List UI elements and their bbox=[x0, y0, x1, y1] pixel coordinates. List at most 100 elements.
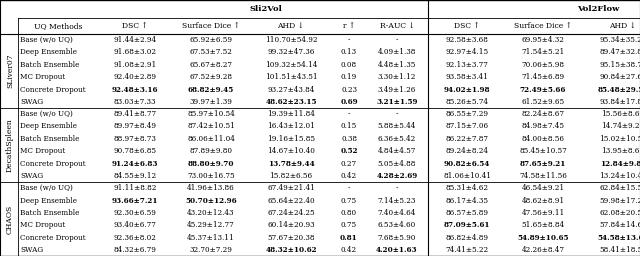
Text: 5.88±5.44: 5.88±5.44 bbox=[378, 123, 416, 131]
Text: 93.27±43.84: 93.27±43.84 bbox=[268, 86, 315, 93]
Text: 92.40±2.89: 92.40±2.89 bbox=[113, 73, 157, 81]
Text: r ↑: r ↑ bbox=[343, 22, 355, 30]
Text: Batch Ensemble: Batch Ensemble bbox=[20, 135, 79, 143]
Text: 4.48±1.35: 4.48±1.35 bbox=[378, 61, 416, 69]
Text: 14.74±9.25: 14.74±9.25 bbox=[602, 123, 640, 131]
Text: 39.97±1.39: 39.97±1.39 bbox=[189, 98, 232, 106]
Text: SWAG: SWAG bbox=[20, 246, 44, 254]
Text: AHD ↓: AHD ↓ bbox=[278, 22, 305, 30]
Text: 15.56±8.68: 15.56±8.68 bbox=[602, 110, 640, 118]
Text: 0.42: 0.42 bbox=[341, 172, 357, 180]
Text: R-AUC ↓: R-AUC ↓ bbox=[380, 22, 415, 30]
Text: 86.55±7.29: 86.55±7.29 bbox=[445, 110, 488, 118]
Text: -: - bbox=[348, 184, 350, 192]
Text: 86.57±5.89: 86.57±5.89 bbox=[445, 209, 488, 217]
Text: 82.24±8.67: 82.24±8.67 bbox=[522, 110, 564, 118]
Text: CHAOS: CHAOS bbox=[6, 204, 14, 234]
Text: -: - bbox=[348, 110, 350, 118]
Text: 109.32±54.14: 109.32±54.14 bbox=[265, 61, 317, 69]
Text: 14.67±10.40: 14.67±10.40 bbox=[267, 147, 315, 155]
Text: 95.15±38.75: 95.15±38.75 bbox=[599, 61, 640, 69]
Text: 85.31±4.62: 85.31±4.62 bbox=[445, 184, 488, 192]
Text: 0.75: 0.75 bbox=[341, 197, 357, 205]
Text: 87.65±9.21: 87.65±9.21 bbox=[520, 159, 566, 167]
Text: 99.32±47.36: 99.32±47.36 bbox=[268, 48, 315, 57]
Text: 87.09±5.61: 87.09±5.61 bbox=[444, 221, 490, 229]
Text: Batch Ensemble: Batch Ensemble bbox=[20, 209, 79, 217]
Text: 42.26±8.47: 42.26±8.47 bbox=[522, 246, 564, 254]
Text: 48.32±10.62: 48.32±10.62 bbox=[265, 246, 317, 254]
Text: 19.39±11.84: 19.39±11.84 bbox=[267, 110, 315, 118]
Text: 87.42±10.51: 87.42±10.51 bbox=[187, 123, 235, 131]
Text: -: - bbox=[396, 110, 398, 118]
Text: SWAG: SWAG bbox=[20, 98, 44, 106]
Text: 3.30±1.12: 3.30±1.12 bbox=[378, 73, 416, 81]
Text: 0.23: 0.23 bbox=[341, 86, 357, 93]
Text: 69.95±4.32: 69.95±4.32 bbox=[522, 36, 564, 44]
Text: 93.58±3.41: 93.58±3.41 bbox=[445, 73, 488, 81]
Text: 51.65±8.84: 51.65±8.84 bbox=[522, 221, 564, 229]
Text: 7.14±5.23: 7.14±5.23 bbox=[378, 197, 416, 205]
Text: UQ Methods: UQ Methods bbox=[35, 22, 83, 30]
Text: 85.26±5.74: 85.26±5.74 bbox=[445, 98, 488, 106]
Text: SLiver07: SLiver07 bbox=[6, 54, 14, 88]
Text: 58.41±18.54: 58.41±18.54 bbox=[599, 246, 640, 254]
Text: 85.45±10.57: 85.45±10.57 bbox=[519, 147, 567, 155]
Text: SWAG: SWAG bbox=[20, 172, 44, 180]
Text: 73.00±16.75: 73.00±16.75 bbox=[187, 172, 235, 180]
Text: 87.89±9.80: 87.89±9.80 bbox=[189, 147, 232, 155]
Text: 3.21±1.59: 3.21±1.59 bbox=[376, 98, 418, 106]
Text: 70.06±5.98: 70.06±5.98 bbox=[522, 61, 564, 69]
Text: 32.70±7.29: 32.70±7.29 bbox=[189, 246, 232, 254]
Text: 83.03±7.33: 83.03±7.33 bbox=[114, 98, 156, 106]
Text: 54.89±10.65: 54.89±10.65 bbox=[517, 233, 569, 241]
Text: 92.48±3.16: 92.48±3.16 bbox=[112, 86, 158, 93]
Text: 13.95±8.65: 13.95±8.65 bbox=[602, 147, 640, 155]
Text: 84.98±7.45: 84.98±7.45 bbox=[522, 123, 564, 131]
Text: 19.16±15.85: 19.16±15.85 bbox=[267, 135, 315, 143]
Text: 86.06±11.04: 86.06±11.04 bbox=[187, 135, 235, 143]
Text: 43.20±12.43: 43.20±12.43 bbox=[188, 209, 235, 217]
Text: 71.45±6.89: 71.45±6.89 bbox=[522, 73, 564, 81]
Text: 7.40±4.64: 7.40±4.64 bbox=[378, 209, 416, 217]
Text: 94.02±1.98: 94.02±1.98 bbox=[444, 86, 490, 93]
Text: 110.70±54.92: 110.70±54.92 bbox=[265, 36, 317, 44]
Text: MC Dropout: MC Dropout bbox=[20, 147, 65, 155]
Text: 92.58±3.68: 92.58±3.68 bbox=[445, 36, 488, 44]
Text: 84.32±6.79: 84.32±6.79 bbox=[113, 246, 156, 254]
Text: 89.24±8.24: 89.24±8.24 bbox=[445, 147, 488, 155]
Text: 0.52: 0.52 bbox=[340, 147, 358, 155]
Text: 0.81: 0.81 bbox=[340, 233, 358, 241]
Text: Surface Dice ↑: Surface Dice ↑ bbox=[182, 22, 240, 30]
Text: Deep Ensemble: Deep Ensemble bbox=[20, 123, 77, 131]
Text: Concrete Dropout: Concrete Dropout bbox=[20, 159, 86, 167]
Text: DecathSpleen: DecathSpleen bbox=[6, 118, 14, 172]
Text: 74.41±5.22: 74.41±5.22 bbox=[445, 246, 488, 254]
Text: 91.68±3.02: 91.68±3.02 bbox=[113, 48, 157, 57]
Text: 92.97±4.15: 92.97±4.15 bbox=[445, 48, 488, 57]
Text: 101.51±43.51: 101.51±43.51 bbox=[265, 73, 317, 81]
Text: 45.37±13.11: 45.37±13.11 bbox=[187, 233, 235, 241]
Text: 7.68±5.90: 7.68±5.90 bbox=[378, 233, 416, 241]
Text: 48.62±23.15: 48.62±23.15 bbox=[265, 98, 317, 106]
Text: AHD ↓: AHD ↓ bbox=[609, 22, 637, 30]
Text: -: - bbox=[348, 36, 350, 44]
Text: 54.58±13.64: 54.58±13.64 bbox=[597, 233, 640, 241]
Text: 65.67±8.27: 65.67±8.27 bbox=[189, 61, 232, 69]
Text: 4.09±1.38: 4.09±1.38 bbox=[378, 48, 416, 57]
Text: 0.15: 0.15 bbox=[341, 123, 357, 131]
Text: 0.42: 0.42 bbox=[341, 246, 357, 254]
Text: 81.06±10.41: 81.06±10.41 bbox=[443, 172, 491, 180]
Text: 67.53±7.52: 67.53±7.52 bbox=[189, 48, 232, 57]
Text: 92.30±6.59: 92.30±6.59 bbox=[113, 209, 156, 217]
Text: 4.20±1.63: 4.20±1.63 bbox=[376, 246, 418, 254]
Text: 6.36±5.42: 6.36±5.42 bbox=[378, 135, 416, 143]
Text: 84.55±9.12: 84.55±9.12 bbox=[113, 172, 157, 180]
Text: 86.22±7.87: 86.22±7.87 bbox=[445, 135, 488, 143]
Text: 85.97±10.54: 85.97±10.54 bbox=[187, 110, 235, 118]
Text: 0.13: 0.13 bbox=[341, 48, 357, 57]
Text: 89.47±32.88: 89.47±32.88 bbox=[599, 48, 640, 57]
Text: 86.17±4.35: 86.17±4.35 bbox=[445, 197, 488, 205]
Text: MC Dropout: MC Dropout bbox=[20, 73, 65, 81]
Text: Base (w/o UQ): Base (w/o UQ) bbox=[20, 36, 73, 44]
